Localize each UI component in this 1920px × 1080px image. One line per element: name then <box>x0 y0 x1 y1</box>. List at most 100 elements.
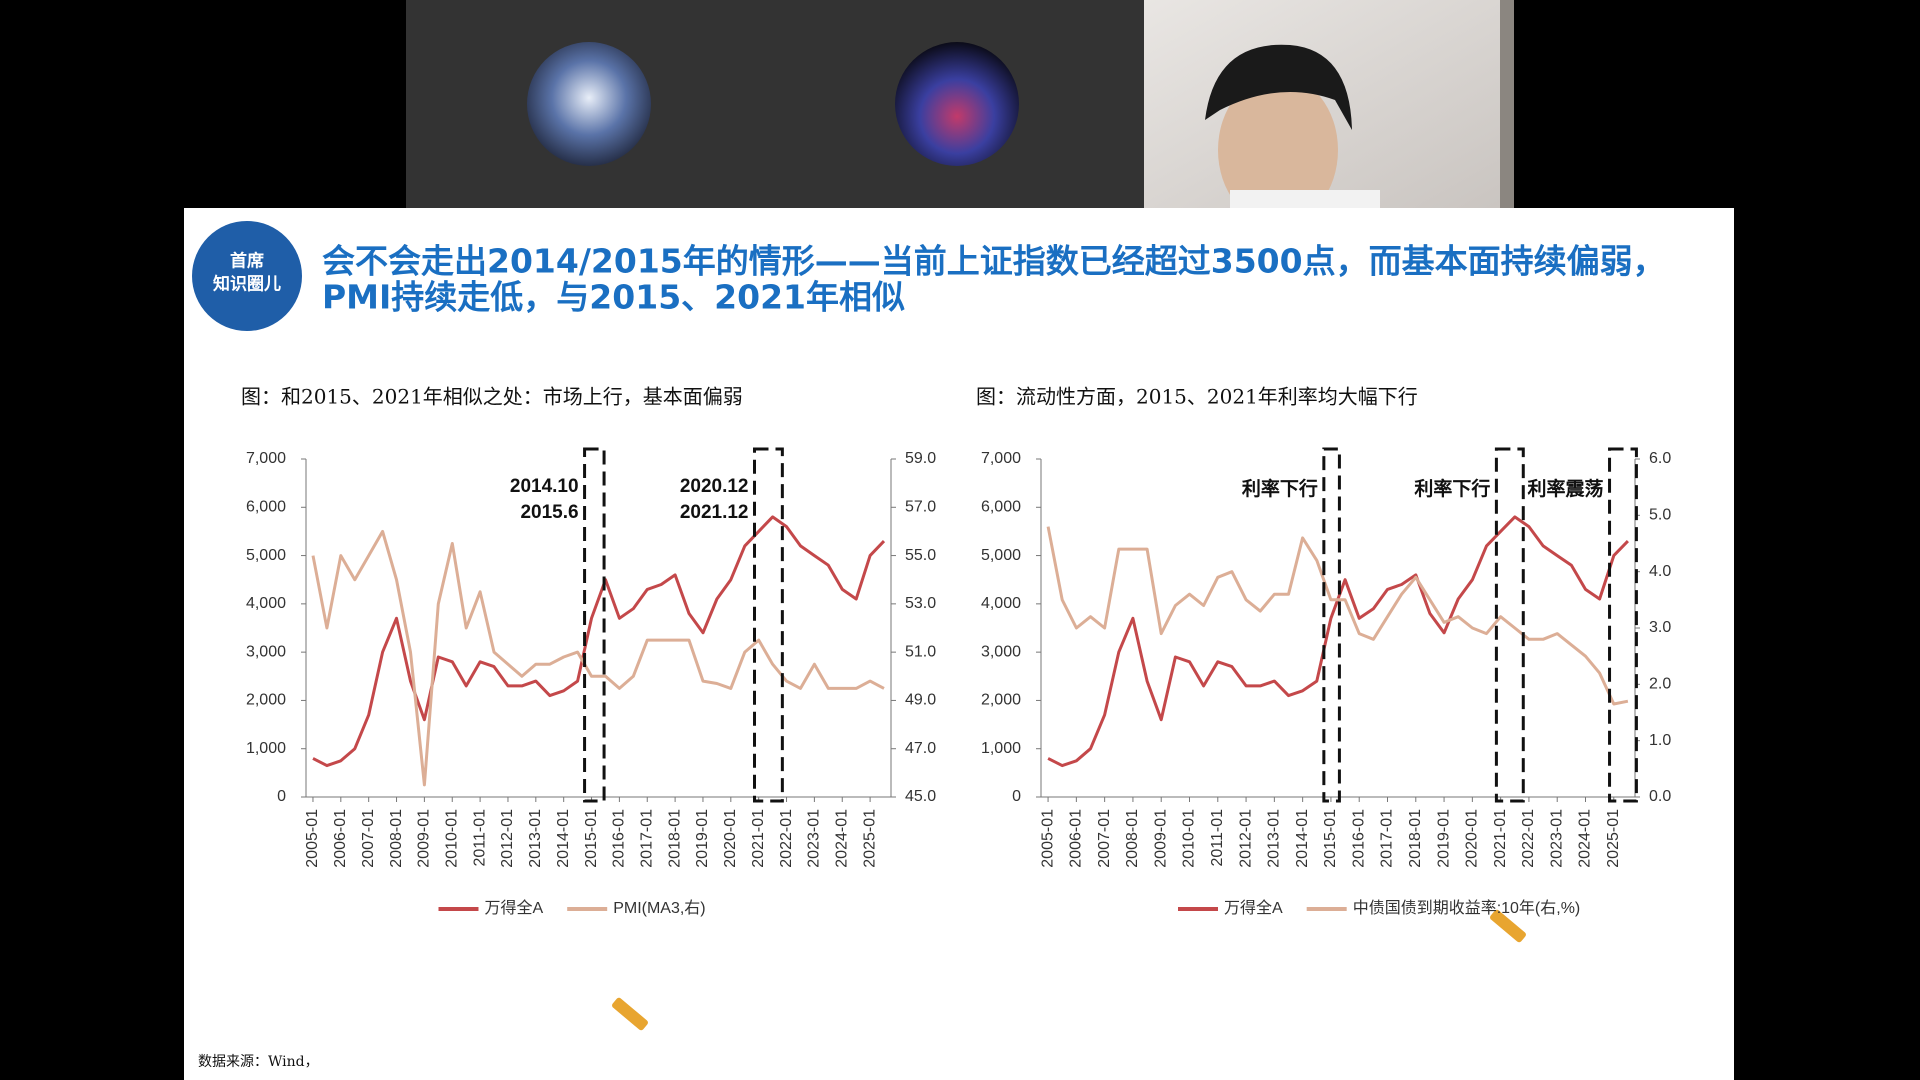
x-tick-label: 2019-01 <box>1435 809 1452 868</box>
x-tick-label: 2010-01 <box>443 809 460 868</box>
x-tick-label: 2015-01 <box>583 809 600 868</box>
x-tick-label: 2008-01 <box>388 809 405 868</box>
y-tick-label: 3,000 <box>981 643 1021 660</box>
x-tick-label: 2019-01 <box>694 809 711 868</box>
y-tick-label: 6,000 <box>246 499 286 516</box>
y2-tick-label: 3.0 <box>1649 619 1671 636</box>
y-tick-label: 4,000 <box>246 595 286 612</box>
y2-tick-label: 55.0 <box>905 547 936 564</box>
annotation: 2015.6 <box>520 502 578 523</box>
x-tick-label: 2012-01 <box>499 809 516 868</box>
face <box>1218 75 1338 225</box>
x-tick-label: 2014-01 <box>555 809 572 868</box>
y2-tick-label: 45.0 <box>905 788 936 805</box>
legend-label: PMI(MA3,右) <box>613 899 705 917</box>
y2-tick-label: 49.0 <box>905 692 936 709</box>
legend-label: 中债国债到期收益率:10年(右,%) <box>1353 899 1581 917</box>
series-line <box>311 529 885 787</box>
video-grid <box>406 0 1144 208</box>
slide-title: 会不会走出2014/2015年的情形——当前上证指数已经超过3500点，而基本面… <box>322 242 1666 281</box>
y2-tick-label: 5.0 <box>1649 507 1671 524</box>
x-tick-label: 2005-01 <box>1039 809 1056 868</box>
series-line <box>1046 526 1629 706</box>
chart-title: 图：流动性方面，2015、2021年利率均大幅下行 <box>976 385 1418 409</box>
pencil-cursor <box>612 909 1526 1031</box>
x-tick-label: 2016-01 <box>1350 809 1367 868</box>
annotation: 2020.12 <box>680 476 749 497</box>
x-tick-label: 2017-01 <box>1379 809 1396 868</box>
x-tick-label: 2009-01 <box>416 809 433 868</box>
pencil-icon <box>612 997 648 1031</box>
y-tick-label: 1,000 <box>981 740 1021 757</box>
highlight-box <box>753 447 784 803</box>
participant-avatar[interactable] <box>895 42 1019 166</box>
annotation: 利率下行 <box>1242 477 1318 500</box>
x-tick-label: 2020-01 <box>1464 809 1481 868</box>
x-tick-label: 2025-01 <box>861 809 878 868</box>
y-tick-label: 3,000 <box>246 643 286 660</box>
x-tick-label: 2009-01 <box>1152 809 1169 868</box>
slide <box>184 208 1734 1080</box>
x-tick-label: 2021-01 <box>1492 809 1509 868</box>
highlight-box <box>583 447 606 803</box>
x-tick-label: 2020-01 <box>722 809 739 868</box>
shirt <box>1230 190 1380 208</box>
x-tick-label: 2025-01 <box>1605 809 1622 868</box>
x-tick-label: 2018-01 <box>1407 809 1424 868</box>
x-tick-label: 2021-01 <box>750 809 767 868</box>
series-line <box>312 515 886 768</box>
y2-tick-label: 57.0 <box>905 499 936 516</box>
x-tick-label: 2014-01 <box>1294 809 1311 868</box>
x-tick-label: 2024-01 <box>1577 809 1594 868</box>
highlight-box <box>1494 447 1525 803</box>
x-tick-label: 2006-01 <box>1068 809 1085 868</box>
y-tick-label: 5,000 <box>246 547 286 564</box>
y-tick-label: 7,000 <box>981 450 1021 467</box>
x-tick-label: 2012-01 <box>1237 809 1254 868</box>
y-tick-label: 4,000 <box>981 595 1021 612</box>
x-tick-label: 2008-01 <box>1124 809 1141 868</box>
y-tick-label: 2,000 <box>246 692 286 709</box>
y2-tick-label: 6.0 <box>1649 450 1671 467</box>
participant-avatar[interactable] <box>527 42 651 166</box>
annotation: 2014.10 <box>510 476 579 497</box>
x-tick-label: 2017-01 <box>638 809 655 868</box>
source-note: 数据来源：Wind， <box>198 1054 319 1070</box>
x-tick-label: 2015-01 <box>1322 809 1339 868</box>
x-tick-label: 2022-01 <box>1520 809 1537 868</box>
y2-tick-label: 59.0 <box>905 450 936 467</box>
x-tick-label: 2013-01 <box>1266 809 1283 868</box>
x-tick-label: 2010-01 <box>1181 809 1198 868</box>
y2-tick-label: 47.0 <box>905 740 936 757</box>
x-tick-label: 2007-01 <box>360 809 377 868</box>
x-tick-label: 2006-01 <box>332 809 349 868</box>
pencil-icon <box>1490 909 1526 943</box>
y-tick-label: 1,000 <box>246 740 286 757</box>
logo-text: 首席 <box>230 250 264 270</box>
x-tick-label: 2018-01 <box>666 809 683 868</box>
x-tick-label: 2013-01 <box>527 809 544 868</box>
y-tick-label: 6,000 <box>981 499 1021 516</box>
annotation: 利率震荡 <box>1528 477 1604 500</box>
annotation: 利率下行 <box>1414 477 1490 500</box>
chart-title: 图：和2015、2021年相似之处：市场上行，基本面偏弱 <box>241 385 743 409</box>
y-tick-label: 7,000 <box>246 450 286 467</box>
y2-tick-label: 51.0 <box>905 643 936 660</box>
y2-tick-label: 1.0 <box>1649 732 1671 749</box>
x-tick-label: 2016-01 <box>611 809 628 868</box>
x-tick-label: 2023-01 <box>806 809 823 868</box>
x-tick-label: 2005-01 <box>304 809 321 868</box>
logo-text: 知识圈儿 <box>212 273 281 293</box>
camera-edge <box>1500 0 1514 208</box>
hair <box>1205 44 1352 130</box>
camera-feed[interactable] <box>1144 0 1514 225</box>
y2-tick-label: 53.0 <box>905 595 936 612</box>
y2-tick-label: 0.0 <box>1649 788 1671 805</box>
y-tick-label: 5,000 <box>981 547 1021 564</box>
legend-label: 万得全A <box>1224 899 1283 917</box>
x-tick-label: 2007-01 <box>1096 809 1113 868</box>
annotation: 2021.12 <box>680 502 749 523</box>
highlight-box <box>1322 447 1341 803</box>
y-tick-label: 0 <box>1012 788 1021 805</box>
